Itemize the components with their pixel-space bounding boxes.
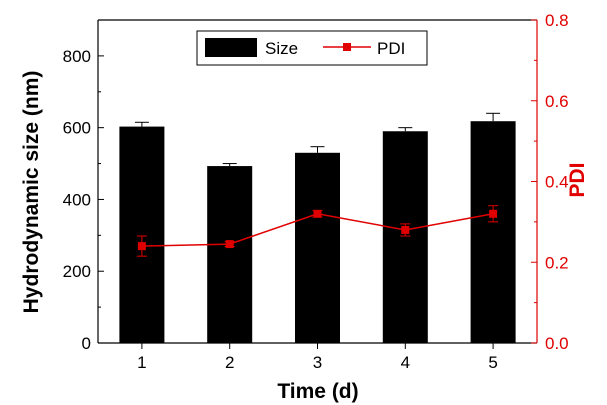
y-axis-title: Hydrodynamic size (nm) [20,71,43,314]
size-bar [470,121,516,343]
pdi-marker [313,209,322,218]
pdi-marker [401,225,410,234]
x-axis-title: Time (d) [277,380,358,403]
x-tick-label: 5 [488,353,497,372]
size-bars [119,112,516,343]
y-tick-label: 800 [63,47,91,66]
x-tick-label: 2 [225,353,234,372]
y2-tick-label: 0.2 [545,253,569,272]
legend-size-swatch [205,38,257,57]
y-tick-label: 600 [63,119,91,138]
axes: 0 200 400 600 800 0.0 0.2 0.4 0.6 0.8 1 2 3 4 5 [63,11,569,372]
y2-tick-label: 0.0 [545,334,569,353]
size-bar [382,131,428,343]
y-tick-label: 400 [63,190,91,209]
legend-size-label: Size [265,39,298,58]
y2-tick-label: 0.8 [545,11,569,30]
legend: Size PDI [196,30,428,66]
legend-pdi-marker [343,43,351,51]
y-tick-label: 0 [82,334,91,353]
legend-pdi-label: PDI [377,39,405,58]
x-tick-label: 3 [313,353,322,372]
x-tick-label: 1 [137,353,146,372]
size-bar [119,126,165,343]
y2-tick-label: 0.6 [545,92,569,111]
pdi-marker [489,209,498,218]
size-bar [207,166,253,343]
y2-tick-label: 0.4 [545,173,569,192]
y2-axis-title: PDI [566,162,589,197]
pdi-marker [225,240,234,249]
pdi-series [136,205,499,257]
x-tick-label: 4 [401,353,410,372]
size-bar [295,152,340,343]
y-tick-label: 200 [63,262,91,281]
pdi-marker [137,242,146,251]
